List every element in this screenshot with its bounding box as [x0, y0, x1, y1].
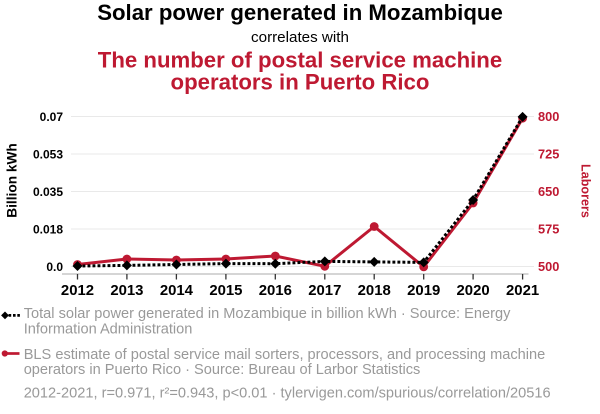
svg-text:Laborers: Laborers: [579, 164, 593, 218]
svg-text:operators in Puerto Rico · Sou: operators in Puerto Rico · Source: Burea…: [24, 362, 421, 378]
svg-text:2012-2021, r=0.971, r²=0.943,: 2012-2021, r=0.971, r²=0.943, p<0.01 · t…: [24, 385, 551, 401]
svg-text:correlates with: correlates with: [251, 29, 349, 46]
svg-text:650: 650: [538, 184, 559, 199]
svg-text:800: 800: [538, 109, 559, 124]
svg-text:2020: 2020: [457, 283, 490, 299]
svg-text:operators in Puerto Rico: operators in Puerto Rico: [171, 70, 430, 95]
svg-text:0.0: 0.0: [46, 260, 63, 274]
svg-text:0.053: 0.053: [33, 147, 63, 161]
svg-text:The number of postal service m: The number of postal service machine: [98, 48, 502, 73]
svg-text:0.018: 0.018: [33, 222, 63, 236]
svg-text:2017: 2017: [308, 283, 341, 299]
svg-text:Billion kWh: Billion kWh: [5, 143, 20, 218]
svg-text:Total solar power generated in: Total solar power generated in Mozambiqu…: [24, 306, 511, 322]
svg-text:Information Administration: Information Administration: [24, 322, 193, 338]
svg-text:2019: 2019: [407, 283, 440, 299]
svg-text:2012: 2012: [61, 283, 94, 299]
svg-text:725: 725: [538, 146, 559, 161]
svg-text:BLS estimate of postal service: BLS estimate of postal service mail sort…: [24, 347, 546, 363]
svg-text:2016: 2016: [259, 283, 292, 299]
svg-text:2018: 2018: [358, 283, 391, 299]
svg-text:0.07: 0.07: [40, 110, 64, 124]
svg-text:0.035: 0.035: [33, 185, 63, 199]
svg-text:Solar power generated in Mozam: Solar power generated in Mozambique: [97, 0, 503, 25]
svg-text:575: 575: [538, 221, 559, 236]
svg-text:2015: 2015: [209, 283, 242, 299]
svg-text:500: 500: [538, 259, 559, 274]
svg-text:2021: 2021: [506, 283, 539, 299]
svg-text:2014: 2014: [160, 283, 194, 299]
svg-text:2013: 2013: [110, 283, 143, 299]
